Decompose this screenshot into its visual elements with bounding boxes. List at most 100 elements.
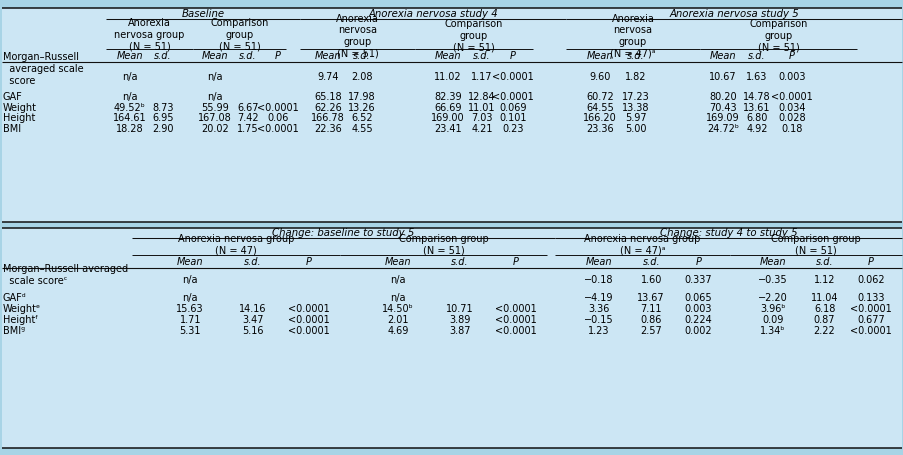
Text: 7.03: 7.03 bbox=[470, 113, 492, 123]
Text: <0.0001: <0.0001 bbox=[288, 315, 330, 325]
Text: 1.12: 1.12 bbox=[813, 275, 834, 285]
Text: P: P bbox=[867, 257, 873, 267]
Text: Anorexia
nervosa
group
(N = 51): Anorexia nervosa group (N = 51) bbox=[336, 14, 378, 58]
Text: 3.96ᵇ: 3.96ᵇ bbox=[759, 304, 785, 314]
Text: 6.95: 6.95 bbox=[152, 113, 173, 123]
Text: 1.63: 1.63 bbox=[746, 72, 767, 82]
Text: Height: Height bbox=[3, 113, 35, 123]
Text: Mean: Mean bbox=[177, 257, 203, 267]
Text: 17.23: 17.23 bbox=[621, 92, 649, 102]
Text: Comparison
group
(N = 51): Comparison group (N = 51) bbox=[749, 20, 806, 53]
Text: 167.08: 167.08 bbox=[198, 113, 231, 123]
Text: Anorexia
nervosa group
(N = 51): Anorexia nervosa group (N = 51) bbox=[114, 18, 184, 51]
Text: 55.99: 55.99 bbox=[200, 103, 228, 113]
Text: 62.26: 62.26 bbox=[313, 103, 341, 113]
Text: 13.38: 13.38 bbox=[621, 103, 649, 113]
Text: Mean: Mean bbox=[709, 51, 735, 61]
Text: GAFᵈ: GAFᵈ bbox=[3, 293, 27, 303]
Text: 4.21: 4.21 bbox=[470, 124, 492, 134]
Bar bbox=[2, 8, 901, 222]
Text: P: P bbox=[512, 257, 518, 267]
Text: 3.89: 3.89 bbox=[449, 315, 470, 325]
Text: <0.0001: <0.0001 bbox=[849, 304, 891, 314]
Text: n/a: n/a bbox=[390, 293, 405, 303]
Text: 0.337: 0.337 bbox=[684, 275, 712, 285]
Text: Comparison
group
(N = 51): Comparison group (N = 51) bbox=[444, 20, 503, 53]
Text: 13.26: 13.26 bbox=[348, 103, 376, 113]
Text: 4.69: 4.69 bbox=[386, 326, 408, 336]
Text: Mean: Mean bbox=[759, 257, 786, 267]
Text: 0.09: 0.09 bbox=[761, 315, 783, 325]
Text: 14.16: 14.16 bbox=[238, 304, 266, 314]
Text: 0.18: 0.18 bbox=[780, 124, 802, 134]
Text: 2.01: 2.01 bbox=[386, 315, 408, 325]
Text: 4.55: 4.55 bbox=[350, 124, 372, 134]
Text: n/a: n/a bbox=[390, 275, 405, 285]
Text: Mean: Mean bbox=[585, 257, 611, 267]
Text: 3.87: 3.87 bbox=[449, 326, 470, 336]
Text: n/a: n/a bbox=[207, 72, 222, 82]
Text: Change: study 4 to study 5: Change: study 4 to study 5 bbox=[659, 228, 796, 238]
Text: s.d.: s.d. bbox=[451, 257, 469, 267]
Text: 169.09: 169.09 bbox=[705, 113, 739, 123]
Text: s.d.: s.d. bbox=[154, 51, 172, 61]
Text: 5.31: 5.31 bbox=[180, 326, 200, 336]
Text: P: P bbox=[694, 257, 701, 267]
Text: 64.55: 64.55 bbox=[585, 103, 613, 113]
Text: P: P bbox=[509, 51, 516, 61]
Text: 0.065: 0.065 bbox=[684, 293, 712, 303]
Text: 166.78: 166.78 bbox=[311, 113, 344, 123]
Text: s.d.: s.d. bbox=[244, 257, 261, 267]
Text: Anorexia nervosa group
(N = 47)ᵃ: Anorexia nervosa group (N = 47)ᵃ bbox=[583, 234, 700, 256]
Text: 0.062: 0.062 bbox=[856, 275, 884, 285]
Text: 80.20: 80.20 bbox=[708, 92, 736, 102]
Text: −2.20: −2.20 bbox=[758, 293, 787, 303]
Text: Mean: Mean bbox=[434, 51, 461, 61]
Text: Morgan–Russell averaged
  scale scoreᶜ: Morgan–Russell averaged scale scoreᶜ bbox=[3, 264, 128, 286]
Text: s.d.: s.d. bbox=[748, 51, 765, 61]
Text: n/a: n/a bbox=[122, 72, 137, 82]
Text: Mean: Mean bbox=[116, 51, 143, 61]
Text: 0.86: 0.86 bbox=[640, 315, 661, 325]
Bar bbox=[2, 228, 901, 448]
Text: Mean: Mean bbox=[385, 257, 411, 267]
Text: 65.18: 65.18 bbox=[314, 92, 341, 102]
Text: 2.08: 2.08 bbox=[351, 72, 372, 82]
Text: 14.50ᵇ: 14.50ᵇ bbox=[382, 304, 414, 314]
Text: 18.28: 18.28 bbox=[116, 124, 144, 134]
Text: 0.028: 0.028 bbox=[777, 113, 805, 123]
Text: 24.72ᵇ: 24.72ᵇ bbox=[706, 124, 738, 134]
Text: 9.74: 9.74 bbox=[317, 72, 339, 82]
Text: 0.069: 0.069 bbox=[498, 103, 526, 113]
Text: 11.02: 11.02 bbox=[433, 72, 461, 82]
Text: 1.60: 1.60 bbox=[640, 275, 661, 285]
Text: BMI: BMI bbox=[3, 124, 21, 134]
Text: s.d.: s.d. bbox=[642, 257, 659, 267]
Text: 166.20: 166.20 bbox=[582, 113, 616, 123]
Text: 1.71: 1.71 bbox=[180, 315, 200, 325]
Text: 49.52ᵇ: 49.52ᵇ bbox=[114, 103, 145, 113]
Text: GAF: GAF bbox=[3, 92, 23, 102]
Text: 13.61: 13.61 bbox=[742, 103, 770, 113]
Text: 7.11: 7.11 bbox=[640, 304, 661, 314]
Text: 2.57: 2.57 bbox=[639, 326, 661, 336]
Text: 6.18: 6.18 bbox=[813, 304, 834, 314]
Text: 14.78: 14.78 bbox=[742, 92, 770, 102]
Text: 5.00: 5.00 bbox=[625, 124, 646, 134]
Text: −0.35: −0.35 bbox=[758, 275, 787, 285]
Text: 9.60: 9.60 bbox=[589, 72, 610, 82]
Text: Comparison group
(N = 51): Comparison group (N = 51) bbox=[398, 234, 488, 256]
Text: 3.36: 3.36 bbox=[588, 304, 609, 314]
Text: Anorexia nervosa study 4: Anorexia nervosa study 4 bbox=[368, 9, 498, 19]
Text: 82.39: 82.39 bbox=[433, 92, 461, 102]
Text: Mean: Mean bbox=[586, 51, 612, 61]
Text: Mean: Mean bbox=[314, 51, 340, 61]
Text: P: P bbox=[788, 51, 794, 61]
Text: 2.22: 2.22 bbox=[813, 326, 834, 336]
Text: 12.84: 12.84 bbox=[468, 92, 495, 102]
Text: 0.101: 0.101 bbox=[498, 113, 526, 123]
Text: 66.69: 66.69 bbox=[433, 103, 461, 113]
Text: 6.52: 6.52 bbox=[350, 113, 372, 123]
Text: Anorexia
nervosa
group
(N = 47)ᵃ: Anorexia nervosa group (N = 47)ᵃ bbox=[610, 14, 655, 58]
Text: Anorexia nervosa group
(N = 47): Anorexia nervosa group (N = 47) bbox=[178, 234, 293, 256]
